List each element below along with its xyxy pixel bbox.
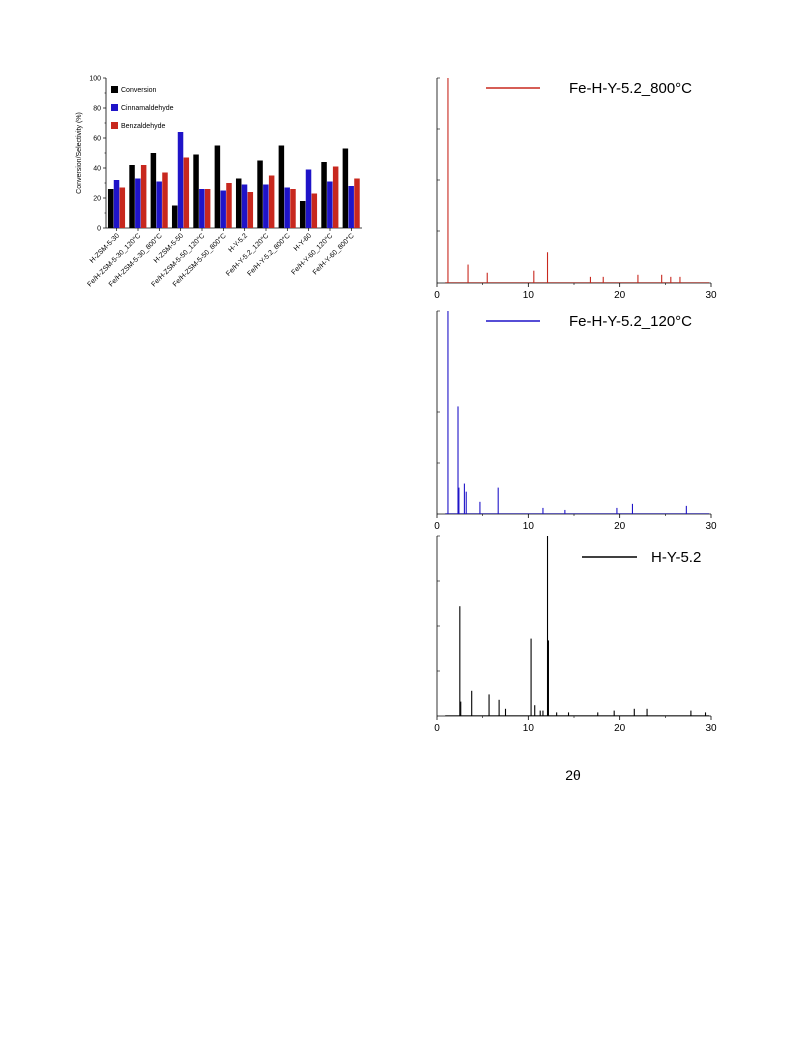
bar-legend-label: Cinnamaldehyde [121, 105, 174, 112]
xrd-x-tick-label: 20 [614, 723, 626, 734]
bar-y-tick-label: 0 [97, 226, 101, 233]
bar-legend-label: Benzaldehyde [121, 123, 165, 130]
xrd-panel-h-y: 0 10 20 30 H-Y-5.2 [434, 535, 717, 734]
bar-benzaldehyde [247, 192, 254, 228]
xrd-x-tick-label: 30 [705, 521, 717, 532]
bar-cinnamaldehyde [113, 180, 120, 228]
bar-benzaldehyde [119, 187, 126, 228]
bar-benzaldehyde [183, 157, 190, 228]
bar-conversion [107, 189, 114, 228]
bar-y-tick-label: 20 [93, 196, 101, 203]
bar-cinnamaldehyde [284, 187, 290, 228]
bar-benzaldehyde [140, 165, 147, 228]
bar-conversion [299, 201, 306, 228]
bar-legend-label: Conversion [121, 87, 157, 94]
bar-benzaldehyde [311, 193, 318, 228]
bar-conversion [321, 162, 327, 228]
bar-benzaldehyde [162, 172, 168, 228]
xrd-panel-fe-h-y-800: 0 10 20 30 Fe-H-Y-5.2_800°C [434, 77, 717, 301]
bar-cinnamaldehyde [177, 132, 184, 228]
bar-conversion [342, 148, 349, 228]
xrd-x-tick-label: 10 [523, 723, 535, 734]
bar-y-tick-label: 100 [89, 76, 101, 83]
bar-cinnamaldehyde [156, 181, 162, 228]
bar-conversion [278, 145, 285, 228]
xrd-panel-fe-h-y-120: 0 10 20 30 Fe-H-Y-5.2_120°C [434, 310, 717, 532]
bar-benzaldehyde [354, 178, 360, 228]
bar-cinnamaldehyde [263, 184, 269, 228]
xrd-legend-label: H-Y-5.2 [651, 549, 701, 566]
xrd-x-tick-label: 20 [614, 521, 626, 532]
bar-cinnamaldehyde [199, 189, 205, 228]
bar-conversion [257, 160, 263, 228]
bar-benzaldehyde [204, 189, 211, 228]
xrd-x-tick-label: 0 [434, 521, 440, 532]
bar-conversion [129, 165, 135, 228]
xrd-x-tick-label: 0 [434, 290, 440, 301]
bar-y-tick-label: 60 [93, 136, 101, 143]
bar-category-label: Fe/H-Y-60_120°C [290, 232, 335, 277]
bar-category-label: Fe/H-Y-60_800°C [311, 232, 356, 277]
xrd-x-tick-label: 10 [523, 521, 535, 532]
bar-conversion [171, 205, 178, 228]
bar-benzaldehyde [290, 189, 296, 228]
xrd-x-tick-label: 30 [705, 290, 717, 301]
bar-cinnamaldehyde [241, 184, 248, 228]
bar-conversion [235, 178, 242, 228]
bar-legend-swatch [111, 104, 118, 111]
bar-cinnamaldehyde [220, 190, 226, 228]
xrd-x-tick-label: 10 [523, 290, 535, 301]
bar-y-tick-label: 40 [93, 166, 101, 173]
bar-benzaldehyde [226, 183, 232, 228]
bar-legend-swatch [111, 122, 118, 129]
bar-cinnamaldehyde [305, 169, 312, 228]
bar-conversion [193, 154, 199, 228]
bar-y-tick-label: 80 [93, 106, 101, 113]
xrd-xlabel: 2θ [565, 767, 581, 783]
xrd-legend-label: Fe-H-Y-5.2_800°C [569, 80, 692, 97]
bar-benzaldehyde [332, 166, 339, 228]
bar-benzaldehyde [268, 175, 275, 228]
xrd-x-tick-label: 0 [434, 723, 440, 734]
bar-cinnamaldehyde [327, 181, 333, 228]
bar-chart-ylabel: Conversion/Selectivity (%) [76, 112, 83, 194]
bar-chart: 020406080100H-ZSM-5-30Fe/H-ZSM-5-30_120°… [86, 76, 362, 288]
bar-conversion [214, 145, 221, 228]
bar-category-label: H-Y-60 [293, 232, 313, 252]
bar-conversion [150, 153, 157, 228]
bar-cinnamaldehyde [348, 186, 354, 228]
xrd-x-tick-label: 30 [705, 723, 717, 734]
bar-legend-swatch [111, 86, 118, 93]
xrd-legend-label: Fe-H-Y-5.2_120°C [569, 313, 692, 330]
bar-cinnamaldehyde [135, 178, 141, 228]
xrd-x-tick-label: 20 [614, 290, 626, 301]
